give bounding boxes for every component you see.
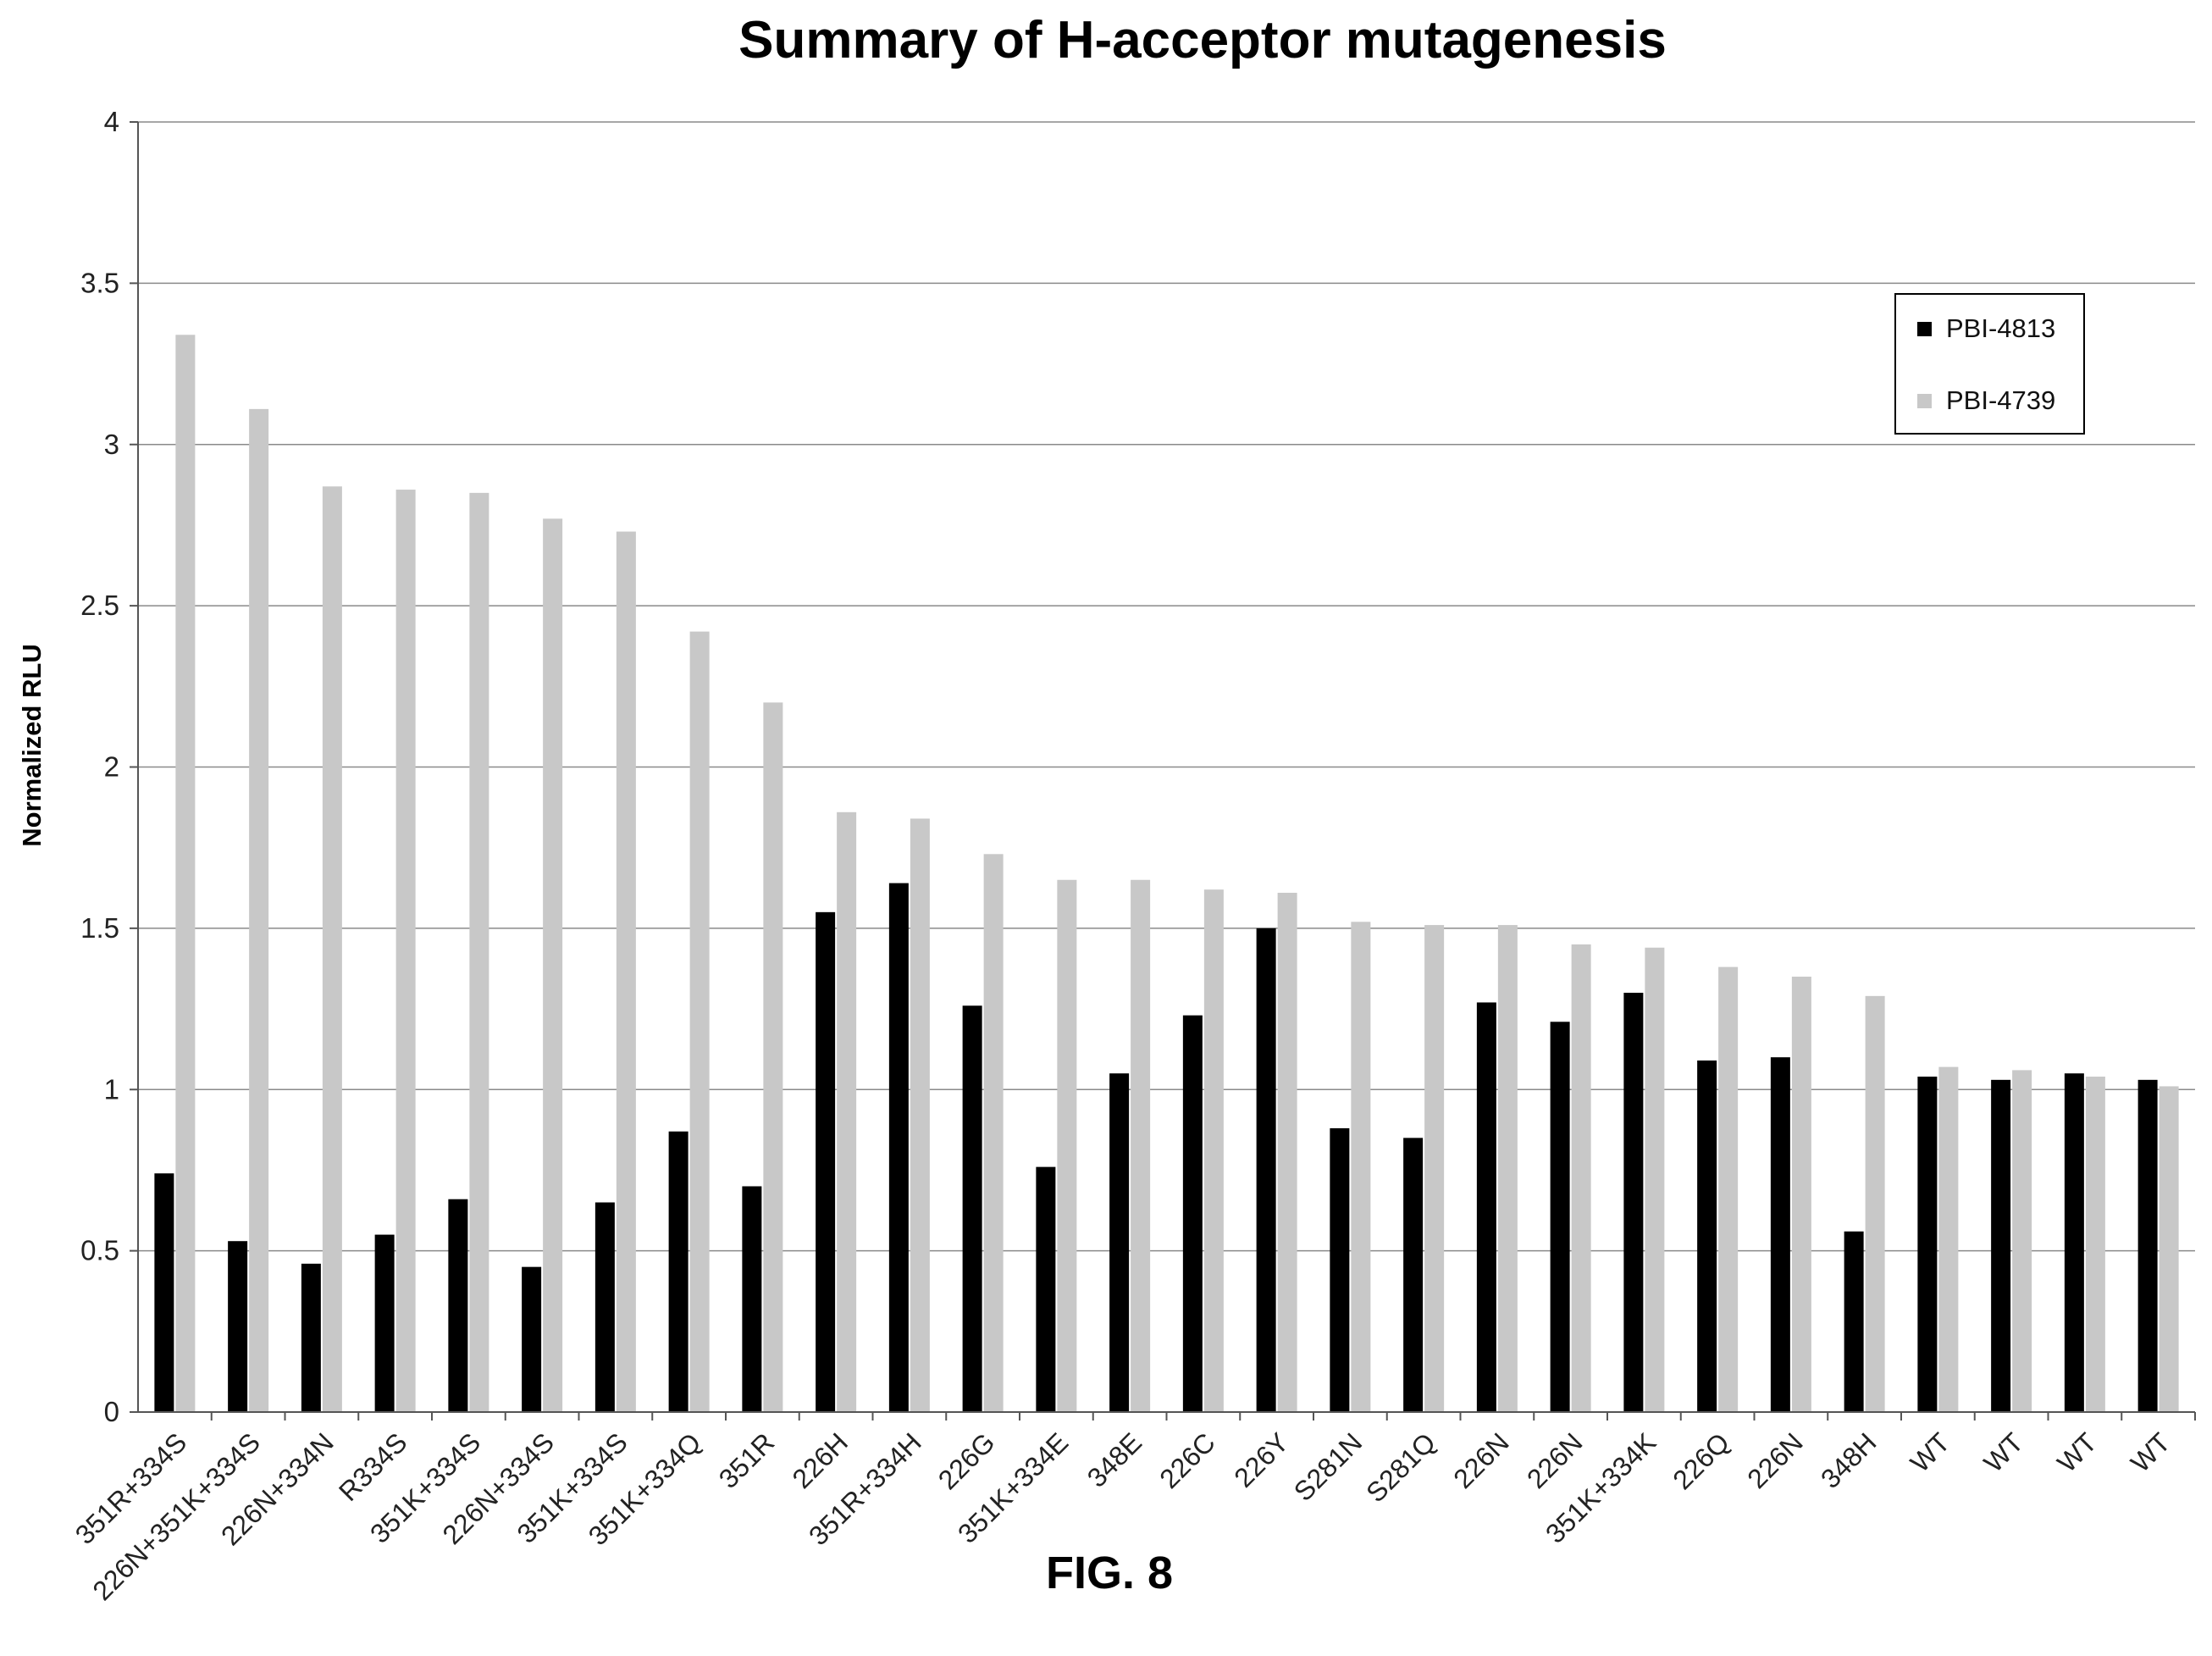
bar-pbi-4813 — [1770, 1057, 1790, 1412]
x-category-label: S281N — [1288, 1426, 1369, 1507]
bar-pbi-4813 — [1844, 1231, 1864, 1412]
bar-pbi-4813 — [668, 1131, 688, 1412]
bar-pbi-4813 — [1403, 1138, 1424, 1412]
x-category-label: 226C — [1153, 1426, 1221, 1494]
y-tick-label: 0 — [104, 1396, 119, 1427]
bar-pbi-4739 — [1351, 922, 1371, 1412]
bar-pbi-4739 — [1424, 925, 1445, 1412]
bar-pbi-4739 — [1718, 966, 1739, 1412]
y-tick-label: 2 — [104, 751, 119, 783]
bar-pbi-4813 — [522, 1266, 542, 1412]
y-axis-label: Normalized RLU — [17, 644, 47, 846]
bar-pbi-4813 — [2064, 1073, 2084, 1412]
bar-pbi-4813 — [1623, 993, 1644, 1412]
y-tick-label: 0.5 — [80, 1235, 119, 1266]
bar-pbi-4813 — [448, 1199, 468, 1412]
bar-pbi-4813 — [888, 883, 909, 1412]
figure-caption: FIG. 8 — [1045, 1548, 1174, 1598]
bar-pbi-4739 — [1277, 892, 1297, 1412]
y-tick-label: 4 — [104, 106, 119, 137]
chart-title: Summary of H-acceptor mutagenesis — [738, 11, 1667, 69]
x-category-label: 226Y — [1228, 1426, 1294, 1493]
bar-pbi-4739 — [763, 702, 783, 1412]
x-category-label: WT — [2125, 1426, 2176, 1478]
bar-pbi-4739 — [1131, 879, 1151, 1412]
bar-pbi-4813 — [1256, 928, 1276, 1412]
bar-pbi-4813 — [742, 1186, 762, 1412]
x-category-label: WT — [2051, 1426, 2103, 1478]
bar-pbi-4813 — [1917, 1077, 1938, 1412]
bar-pbi-4739 — [616, 531, 636, 1412]
legend-label-pbi-4739: PBI-4739 — [1946, 385, 2055, 415]
x-category-label: 226N — [1447, 1426, 1515, 1494]
bar-pbi-4739 — [983, 854, 1004, 1412]
x-category-label: WT — [1905, 1426, 1956, 1478]
bar-pbi-4739 — [395, 490, 416, 1413]
bar-pbi-4813 — [1182, 1015, 1203, 1412]
bar-pbi-4739 — [1057, 879, 1077, 1412]
gridlines — [138, 121, 2195, 1252]
bar-pbi-4813 — [1109, 1073, 1130, 1412]
bar-pbi-4739 — [1497, 925, 1518, 1412]
legend-swatch-pbi-4739 — [1917, 394, 1932, 408]
y-tick-label: 1.5 — [80, 912, 119, 944]
bar-pbi-4739 — [1865, 995, 1885, 1412]
x-category-label: 226Q — [1667, 1426, 1735, 1495]
bar-pbi-4739 — [1938, 1066, 1959, 1412]
x-category-label: WT — [1977, 1426, 2029, 1478]
bar-pbi-4813 — [1697, 1060, 1717, 1412]
y-axis-ticks: 0 0.5 1 1.5 2 2.5 3 3.5 4 — [80, 106, 138, 1427]
bars — [154, 335, 2179, 1413]
bar-pbi-4813 — [1991, 1079, 2011, 1412]
y-tick-label: 3 — [104, 429, 119, 460]
y-tick-label: 2.5 — [80, 590, 119, 621]
bar-pbi-4739 — [837, 811, 857, 1412]
bar-pbi-4739 — [175, 335, 196, 1412]
x-category-label: S281Q — [1360, 1426, 1441, 1508]
bar-pbi-4813 — [374, 1234, 395, 1412]
x-category-label: 348E — [1081, 1426, 1147, 1493]
bar-pbi-4739 — [322, 486, 342, 1412]
bar-pbi-4813 — [594, 1202, 615, 1412]
bar-pbi-4739 — [2085, 1077, 2105, 1412]
bar-pbi-4739 — [2159, 1086, 2179, 1412]
bar-pbi-4813 — [1476, 1002, 1496, 1412]
bar-pbi-4813 — [228, 1241, 248, 1412]
bar-pbi-4739 — [1571, 944, 1591, 1412]
bar-pbi-4739 — [1203, 889, 1224, 1412]
bar-pbi-4739 — [249, 408, 269, 1413]
y-tick-label: 1 — [104, 1073, 119, 1105]
legend: PBI-4813 PBI-4739 — [1894, 293, 2085, 435]
bar-pbi-4739 — [689, 631, 710, 1412]
bar-pbi-4813 — [1550, 1022, 1570, 1412]
bar-pbi-4739 — [2012, 1070, 2032, 1412]
x-category-label: 226G — [932, 1426, 1001, 1495]
bar-pbi-4813 — [2137, 1079, 2158, 1412]
legend-box — [1894, 293, 2085, 435]
bar-pbi-4739 — [543, 518, 563, 1412]
bar-pbi-4739 — [1645, 947, 1665, 1412]
bar-pbi-4813 — [816, 911, 836, 1412]
bar-pbi-4813 — [1036, 1166, 1056, 1412]
bar-pbi-4813 — [154, 1173, 174, 1412]
bar-pbi-4813 — [962, 1005, 982, 1412]
bar-pbi-4739 — [910, 818, 930, 1412]
x-category-label: 226H — [787, 1426, 854, 1494]
legend-swatch-pbi-4813 — [1917, 322, 1932, 336]
x-category-label: 226N — [1521, 1426, 1589, 1494]
bar-pbi-4739 — [469, 492, 489, 1412]
bar-pbi-4739 — [1791, 976, 1811, 1412]
bar-pbi-4813 — [1330, 1127, 1350, 1412]
bar-pbi-4813 — [301, 1263, 321, 1412]
legend-label-pbi-4813: PBI-4813 — [1946, 313, 2055, 343]
y-tick-label: 3.5 — [80, 267, 119, 298]
x-category-label: 226N — [1741, 1426, 1809, 1494]
x-category-label: 351R — [713, 1426, 781, 1494]
x-category-label: 348H — [1815, 1426, 1883, 1494]
